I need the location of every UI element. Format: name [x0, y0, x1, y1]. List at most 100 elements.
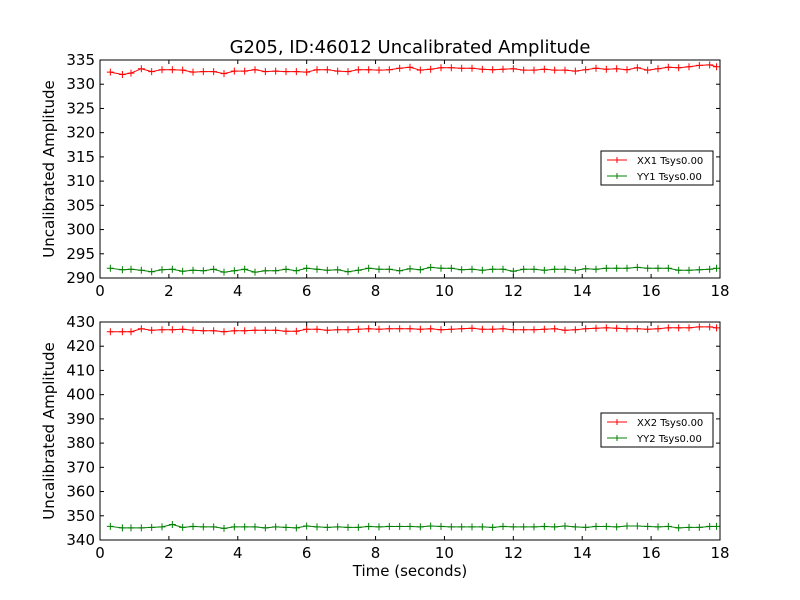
data-point	[654, 325, 662, 333]
data-point	[613, 65, 621, 73]
data-point	[313, 325, 321, 333]
data-point	[499, 65, 507, 73]
data-point	[509, 326, 517, 334]
data-point	[272, 326, 280, 334]
chart-panel-1: 0 2 4 6 8 10 12 14 16 18 290 295 300 305 310 315 320 325 3…	[40, 51, 730, 300]
data-point	[654, 264, 662, 272]
data-point	[354, 266, 362, 274]
chart-panel-2: 0 2 4 6 8 10 12 14 16 18 340 350 360 370 380 390 400 410 4…	[40, 313, 730, 580]
data-point	[468, 265, 476, 273]
data-point	[551, 523, 559, 531]
data-point	[334, 67, 342, 75]
data-point	[706, 265, 714, 273]
x-tick-label: 2	[164, 544, 174, 562]
data-point	[168, 66, 176, 74]
data-point	[706, 522, 714, 530]
data-point	[365, 66, 373, 74]
data-point	[613, 264, 621, 272]
y-tick-label: 305	[66, 196, 95, 214]
y-tick-label: 350	[66, 507, 95, 525]
data-point	[540, 325, 548, 333]
data-point	[685, 523, 693, 531]
data-point	[644, 66, 652, 74]
x-tick-label: 18	[710, 282, 729, 300]
data-point	[179, 325, 187, 333]
data-point	[168, 520, 176, 528]
data-point	[664, 63, 672, 71]
data-point	[241, 327, 249, 335]
data-point	[106, 522, 114, 530]
data-point	[303, 522, 311, 530]
data-point	[365, 325, 373, 333]
data-point	[437, 326, 445, 334]
data-point	[685, 266, 693, 274]
data-point	[675, 324, 683, 332]
data-point	[137, 266, 145, 274]
y-tick-label: 315	[66, 148, 95, 166]
data-point	[561, 326, 569, 334]
data-point	[633, 522, 641, 530]
data-point	[313, 265, 321, 273]
data-point	[251, 523, 259, 531]
series-1-2	[106, 263, 721, 276]
x-tick-label: 6	[302, 282, 312, 300]
y-tick-label: 335	[66, 51, 95, 69]
legend-box	[600, 150, 714, 186]
y-tick-label: 430	[66, 313, 95, 331]
data-point	[385, 66, 393, 74]
y-axis-label: Uncalibrated Amplitude	[40, 80, 58, 257]
data-point	[685, 324, 693, 332]
data-point	[354, 66, 362, 74]
data-point	[148, 523, 156, 531]
y-tick-label: 370	[66, 458, 95, 476]
data-point	[158, 66, 166, 74]
data-point	[375, 523, 383, 531]
data-point	[148, 326, 156, 334]
data-point	[416, 523, 424, 531]
data-point	[344, 268, 352, 276]
data-point	[375, 66, 383, 74]
data-point	[623, 264, 631, 272]
plot-frame	[99, 59, 721, 279]
data-point	[344, 326, 352, 334]
data-point	[447, 523, 455, 531]
data-point	[582, 66, 590, 74]
data-point	[602, 65, 610, 73]
data-point	[664, 522, 672, 530]
y-tick-label: 390	[66, 410, 95, 428]
data-point	[199, 523, 207, 531]
y-tick-label: 330	[66, 75, 95, 93]
data-point	[644, 325, 652, 333]
data-point	[602, 324, 610, 332]
data-point	[416, 66, 424, 74]
x-tick-label: 0	[95, 282, 105, 300]
data-point	[199, 267, 207, 275]
data-point	[179, 267, 187, 275]
data-point	[530, 265, 538, 273]
data-point	[706, 61, 714, 69]
data-point	[241, 523, 249, 531]
data-point	[106, 328, 114, 336]
data-point	[220, 524, 228, 532]
data-point	[189, 68, 197, 76]
data-point	[127, 328, 135, 336]
data-point	[344, 523, 352, 531]
y-tick-label: 290	[66, 269, 95, 287]
data-point	[695, 523, 703, 531]
data-point	[644, 522, 652, 530]
y-tick-label: 300	[66, 221, 95, 239]
data-point	[706, 323, 714, 331]
data-point	[654, 523, 662, 531]
data-point	[118, 328, 126, 336]
data-point	[261, 326, 269, 334]
data-point	[427, 65, 435, 73]
data-point	[179, 523, 187, 531]
data-point	[633, 325, 641, 333]
legend-swatch-marker	[614, 419, 620, 425]
series-2-1	[106, 323, 721, 336]
data-point	[582, 325, 590, 333]
data-point	[530, 326, 538, 334]
data-point	[210, 327, 218, 335]
data-point	[303, 264, 311, 272]
data-point	[334, 326, 342, 334]
